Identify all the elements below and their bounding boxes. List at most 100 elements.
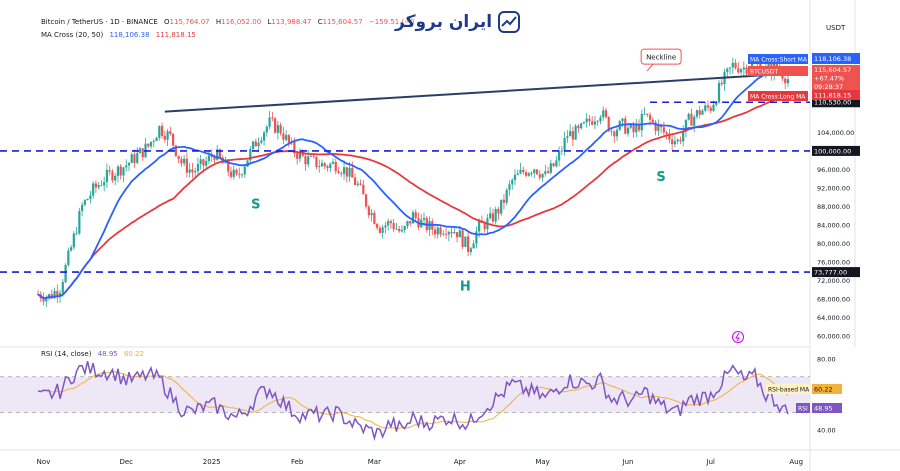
candle-body [213, 156, 216, 160]
candle-body [172, 133, 175, 146]
candle-body [637, 124, 641, 131]
candle-body [249, 149, 252, 161]
candle-body [78, 211, 81, 234]
candle-body [47, 294, 51, 298]
candle-body [158, 125, 161, 138]
candle-body [69, 247, 73, 251]
candle-body [180, 159, 183, 164]
candle-body [119, 166, 122, 176]
candle-body [94, 183, 97, 188]
rsi-ma-name: RSI-based MA [768, 387, 810, 394]
level-badge-text: 100,000.00 [814, 147, 851, 155]
chart-header-row: Bitcoin / TetherUS · 1D · BINANCE O115,7… [41, 18, 415, 26]
candle-body [329, 163, 332, 169]
candle-body [751, 61, 754, 70]
candle-body [464, 236, 467, 247]
candle-body [127, 162, 131, 166]
candle-body [478, 220, 481, 232]
candle-body [555, 160, 558, 167]
candle-body [216, 149, 219, 160]
candle-body [111, 171, 114, 181]
candle-body [676, 139, 679, 142]
candle-body [455, 232, 459, 238]
candle-body [97, 185, 100, 188]
candle-body [312, 155, 315, 157]
candle-body [596, 121, 599, 123]
candle-body [524, 172, 528, 176]
candle-body [177, 155, 180, 160]
candle-body [287, 135, 290, 143]
candle-body [125, 165, 128, 168]
candle-body [489, 213, 492, 219]
candle-body [174, 145, 177, 156]
candle-body [370, 212, 373, 216]
candle-body [422, 217, 426, 220]
alert-bolt-icon [732, 331, 744, 343]
candle-body [326, 166, 329, 169]
ma-short-line [37, 67, 789, 300]
candle-body [103, 182, 106, 186]
candle-body [717, 82, 721, 103]
rsi-ma-line [37, 370, 789, 430]
candle-body [138, 148, 142, 154]
candle-body [251, 141, 255, 150]
alert-bolt-glyph-icon [735, 332, 740, 342]
candle-body [50, 294, 53, 299]
candle-body [450, 232, 453, 234]
candle-body [67, 250, 70, 266]
candle-body [461, 230, 464, 247]
candle-body [315, 156, 318, 168]
candle-body [522, 169, 525, 173]
y-axis-unit: USDT [826, 24, 846, 32]
candle-body [359, 183, 362, 185]
candle-body [690, 113, 693, 126]
close-value: 115,604.57 [322, 18, 363, 26]
candle-body [114, 175, 117, 181]
candle-body [92, 183, 95, 196]
candle-body [205, 161, 208, 166]
candle-body [538, 174, 541, 178]
candle-body [64, 265, 67, 283]
candle-body [560, 150, 563, 152]
rsi-legend-row[interactable]: RSI (14, close) 48.95 60.22 [41, 350, 144, 358]
low-value: 113,988.47 [271, 18, 312, 26]
candle-body [89, 195, 92, 200]
candle-body [202, 159, 205, 166]
candle-body [141, 148, 144, 158]
candle-body [342, 167, 346, 174]
brand-logo: ایران بروکر [395, 10, 521, 34]
candle-body [494, 208, 497, 222]
candle-body [786, 79, 790, 84]
candle-body [387, 221, 390, 226]
rsi-ma-value-badge [812, 384, 842, 394]
candle-body [442, 233, 445, 235]
symbol-title[interactable]: Bitcoin / TetherUS · 1D · BINANCE [41, 18, 158, 26]
pattern-label: H [460, 279, 471, 294]
candle-body [720, 82, 723, 85]
pattern-label: S [251, 198, 260, 213]
candle-body [715, 102, 718, 105]
low-label: L [267, 18, 272, 26]
candle-body [285, 135, 288, 140]
ma-long-value: 111,818.15 [155, 31, 196, 39]
candle-body [767, 63, 770, 67]
candle-body [651, 119, 654, 123]
candle-body [626, 127, 630, 134]
candle-body [337, 171, 340, 174]
candle-body [563, 137, 566, 151]
candle-body [632, 124, 635, 133]
candle-body [472, 243, 475, 249]
ma-short-value: 118,106.38 [109, 31, 150, 39]
open-value: 115,764.07 [169, 18, 210, 26]
candle-body [320, 163, 324, 167]
candle-body [301, 151, 304, 157]
ma-legend-row[interactable]: MA Cross (20, 50) 118,106.38 111,818.15 [41, 31, 196, 39]
candle-body [136, 153, 139, 163]
candle-body [671, 139, 674, 145]
candle-body [742, 67, 745, 70]
candle-body [745, 67, 748, 74]
rsi-line [37, 361, 789, 442]
candle-body [533, 169, 536, 174]
level-badge-text: 110,530.00 [814, 99, 851, 107]
